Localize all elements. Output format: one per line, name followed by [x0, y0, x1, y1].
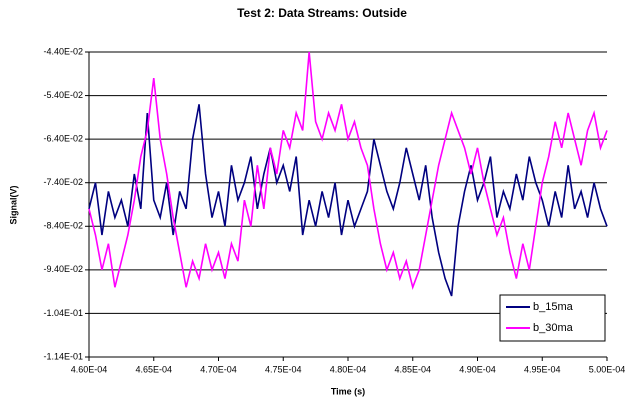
y-tick-label: -1.14E-01	[43, 351, 83, 361]
x-tick-label: 4.95E-04	[524, 364, 561, 374]
series-line	[88, 51, 608, 291]
x-tick-label: 4.75E-04	[265, 364, 302, 374]
x-tick-label: 4.70E-04	[200, 364, 237, 374]
legend-label: b_30ma	[533, 322, 574, 334]
y-axis-label: Signal(V)	[8, 185, 18, 224]
x-tick-label: 4.60E-04	[71, 364, 108, 374]
y-tick-label: -1.04E-01	[43, 308, 83, 318]
y-tick-label: -6.40E-02	[43, 134, 83, 144]
y-tick-label: -4.40E-02	[43, 46, 83, 56]
chart-title: Test 2: Data Streams: Outside	[237, 6, 407, 20]
x-tick-label: 5.00E-04	[589, 364, 626, 374]
y-tick-label: -7.40E-02	[43, 177, 83, 187]
x-axis-label: Time (s)	[331, 386, 365, 396]
y-tick-label: -8.40E-02	[43, 221, 83, 231]
y-tick-label: -9.40E-02	[43, 264, 83, 274]
x-tick-label: 4.80E-04	[330, 364, 367, 374]
x-tick-label: 4.65E-04	[135, 364, 172, 374]
legend-box	[499, 294, 606, 342]
x-tick-label: 4.90E-04	[459, 364, 496, 374]
legend-label: b_15ma	[533, 301, 574, 313]
y-tick-label: -5.40E-02	[43, 90, 83, 100]
x-tick-label: 4.85E-04	[394, 364, 431, 374]
series-line	[88, 104, 608, 297]
